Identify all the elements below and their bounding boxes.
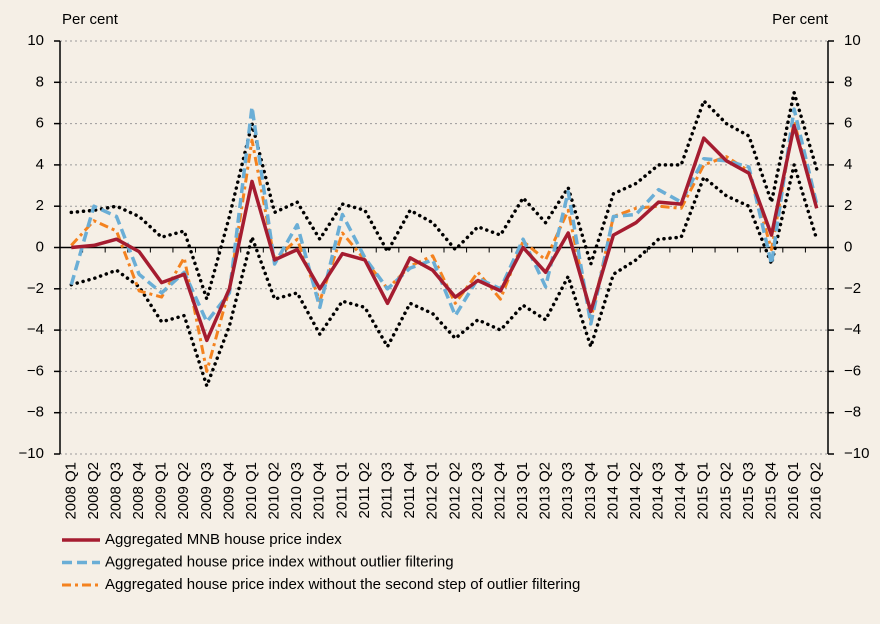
y-tick-label: 8	[36, 73, 44, 90]
x-tick-label: 2008 Q4	[130, 462, 147, 520]
x-tick-label: 2009 Q2	[175, 462, 192, 520]
y-tick-label: 2	[36, 197, 44, 214]
x-tick-label: 2010 Q3	[288, 462, 305, 520]
series-line	[69, 163, 819, 388]
legend-label: Aggregated house price index without out…	[105, 553, 454, 570]
x-tick-label: 2015 Q4	[762, 462, 779, 520]
y-tick-label: 6	[36, 115, 44, 132]
y2-tick-label: −2	[844, 280, 861, 297]
x-tick-label: 2010 Q1	[243, 462, 260, 520]
x-tick-label: 2014 Q4	[672, 462, 689, 520]
x-tick-label: 2008 Q3	[107, 462, 124, 520]
x-tick-label: 2008 Q1	[62, 462, 79, 520]
series-line	[69, 90, 819, 301]
x-tick-label: 2012 Q2	[446, 462, 463, 520]
y2-tick-label: −4	[844, 321, 861, 338]
x-tick-label: 2011 Q2	[356, 462, 373, 518]
x-tick-label: 2016 Q1	[785, 462, 802, 520]
series-line	[71, 123, 819, 343]
x-tick-label: 2015 Q3	[740, 462, 757, 520]
legend-label: Aggregated MNB house price index	[105, 531, 342, 548]
y2-tick-label: −6	[844, 362, 861, 379]
y2-axis-label: Per cent	[772, 11, 829, 28]
x-tick-label: 2013 Q4	[582, 462, 599, 520]
y2-tick-label: −10	[844, 445, 869, 462]
x-tick-label: 2014 Q1	[604, 462, 621, 520]
x-tick-label: 2012 Q1	[424, 462, 441, 520]
x-tick-label: 2016 Q2	[808, 462, 825, 520]
y-tick-label: −10	[19, 445, 44, 462]
y-tick-label: −2	[27, 280, 44, 297]
legend-label: Aggregated house price index without the…	[105, 576, 580, 593]
x-tick-label: 2009 Q1	[153, 462, 170, 520]
x-tick-label: 2014 Q3	[650, 462, 667, 520]
x-tick-label: 2009 Q3	[198, 462, 215, 520]
y-tick-label: 10	[27, 32, 44, 49]
y2-tick-label: 0	[844, 238, 852, 255]
y2-tick-label: 6	[844, 115, 852, 132]
x-tick-label: 2011 Q1	[333, 462, 350, 518]
y2-tick-label: 10	[844, 32, 861, 49]
x-tick-label: 2015 Q2	[717, 462, 734, 520]
x-tick-label: 2015 Q1	[695, 462, 712, 520]
y-tick-label: −6	[27, 362, 44, 379]
y-tick-label: 4	[36, 156, 44, 173]
y2-tick-label: 4	[844, 156, 852, 173]
x-tick-label: 2008 Q2	[85, 462, 102, 520]
y2-tick-label: −8	[844, 404, 861, 421]
series-line	[69, 105, 819, 326]
x-tick-label: 2013 Q2	[537, 462, 554, 520]
y-tick-label: −8	[27, 404, 44, 421]
x-tick-label: 2009 Q4	[220, 462, 237, 520]
x-tick-label: 2010 Q4	[311, 462, 328, 520]
y2-tick-label: 8	[844, 73, 852, 90]
y-tick-label: −4	[27, 321, 44, 338]
series-line	[70, 120, 819, 373]
x-tick-label: 2010 Q2	[266, 462, 283, 520]
x-tick-label: 2012 Q3	[469, 462, 486, 520]
x-tick-label: 2012 Q4	[491, 462, 508, 520]
x-tick-label: 2011 Q4	[401, 462, 418, 518]
x-tick-label: 2013 Q1	[514, 462, 531, 520]
x-tick-label: 2014 Q2	[627, 462, 644, 520]
y-axis-label: Per cent	[62, 11, 119, 28]
y-tick-label: 0	[36, 238, 44, 255]
y2-tick-label: 2	[844, 197, 852, 214]
x-tick-label: 2013 Q3	[559, 462, 576, 520]
x-tick-label: 2011 Q3	[378, 462, 395, 518]
